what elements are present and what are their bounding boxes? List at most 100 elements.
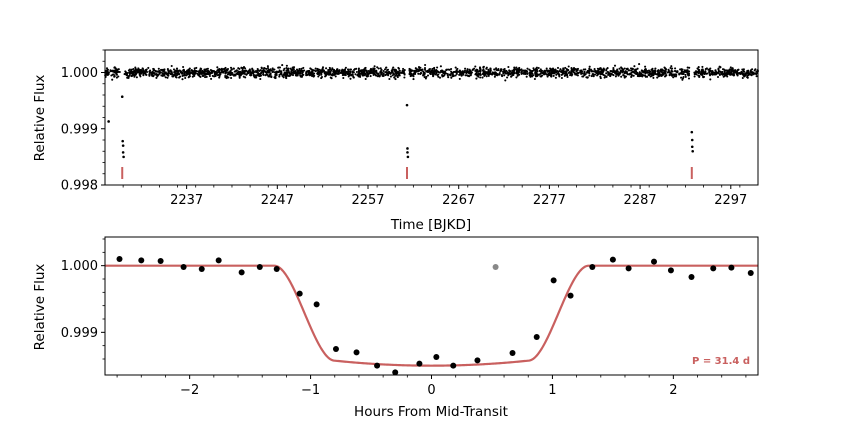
flux-point [473,67,476,70]
flux-point [493,72,496,76]
flux-point [753,69,756,72]
flux-point [347,75,350,78]
flux-point [611,71,615,74]
top-x-tick-label: 2297 [714,193,747,208]
binned-point [688,274,695,280]
flux-point [736,69,739,72]
flux-point [422,73,425,76]
flux-point [663,75,667,78]
flux-point [232,74,236,77]
flux-point [541,74,544,77]
flux-point [628,72,631,75]
flux-point [717,67,720,70]
flux-point [309,67,312,70]
flux-point [533,77,536,81]
flux-point [220,67,223,70]
flux-point [242,75,245,78]
binned-point [392,369,399,376]
flux-point [295,68,299,71]
flux-point [267,69,270,72]
flux-point [327,70,330,73]
flux-point [367,69,370,73]
flux-point [403,76,406,79]
flux-point [528,74,532,77]
flux-point [208,74,211,78]
flux-point [231,73,234,76]
flux-point [166,76,169,79]
flux-point [652,76,655,79]
flux-point [266,73,269,76]
flux-point [656,76,659,79]
flux-point [351,73,354,77]
flux-point [495,67,498,70]
flux-point [344,74,347,77]
transit-model-curve [105,264,758,367]
flux-point [656,70,659,73]
flux-point [630,74,633,77]
flux-point [716,75,720,79]
flux-point [289,74,292,77]
flux-point [559,68,562,71]
flux-point [354,73,357,76]
flux-point [113,69,116,72]
flux-point [609,70,612,73]
flux-point [273,76,276,79]
flux-point [224,66,227,69]
flux-point [409,72,412,75]
flux-point [282,76,285,79]
flux-point [174,72,178,75]
flux-point [479,67,482,70]
top-x-axis-label: Time [BJKD] [390,217,471,233]
flux-point [561,72,564,76]
flux-point [658,73,661,76]
flux-point [384,74,387,77]
flux-point [281,64,284,67]
top-x-tick-label: 2277 [533,193,566,208]
flux-point [571,70,574,73]
flux-point [134,73,137,76]
flux-point [701,70,705,73]
flux-point [127,75,130,78]
flux-point [549,67,552,70]
flux-point [203,72,206,75]
flux-point [306,69,310,73]
flux-point [452,74,455,77]
flux-point [507,65,510,69]
flux-point [555,73,558,76]
flux-point [154,73,157,76]
flux-point [188,67,191,70]
flux-point [335,70,338,73]
flux-point [711,73,714,76]
flux-point [380,73,383,76]
flux-point [362,74,365,77]
flux-point [644,65,647,68]
flux-point [662,73,665,76]
flux-point [612,74,615,77]
flux-point [133,75,136,78]
flux-point [651,73,654,76]
flux-point [583,70,586,73]
flux-point [455,72,458,76]
flux-point [229,74,232,77]
binned-point [589,264,596,270]
flux-point [401,69,404,72]
flux-point [613,71,616,74]
flux-point [464,74,467,77]
flux-point [110,74,113,77]
flux-point [453,70,456,73]
flux-point [557,70,560,74]
flux-point [505,69,508,72]
flux-point [337,72,340,75]
flux-point [140,72,143,75]
flux-point [395,71,398,74]
transit-point [406,151,409,154]
flux-point [718,65,721,68]
flux-point [626,73,629,76]
flux-point [378,74,381,77]
flux-point [747,69,750,72]
flux-point [264,74,267,77]
flux-point [518,73,521,76]
flux-point [488,71,491,74]
flux-point [291,71,294,74]
flux-point [327,68,330,72]
